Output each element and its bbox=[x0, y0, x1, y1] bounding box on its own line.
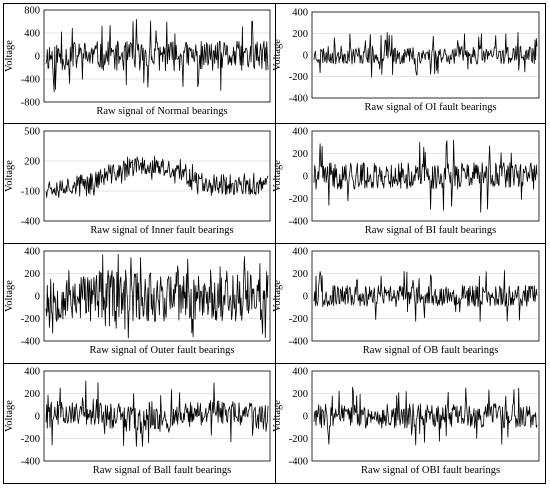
y-tick-label: -400 bbox=[289, 217, 308, 228]
y-tick-label: 400 bbox=[24, 367, 40, 378]
y-tick-label: 0 bbox=[303, 292, 308, 303]
y-tick-label: -200 bbox=[289, 72, 308, 83]
chart-panel-5: 400 200 0 -200 -400 Voltage Raw signal of Oute… bbox=[4, 247, 270, 357]
y-tick-label: -400 bbox=[21, 337, 40, 348]
y-tick-label: 0 bbox=[303, 412, 308, 423]
y-tick-label: 400 bbox=[292, 8, 308, 19]
signal-series-line bbox=[314, 32, 537, 77]
chart-panel-6: 400 200 0 -200 -400 Voltage Raw signal of OB f… bbox=[272, 247, 539, 357]
y-tick-label: -400 bbox=[21, 457, 40, 468]
signal-series-line bbox=[314, 271, 537, 322]
y-tick-label: 200 bbox=[24, 389, 40, 400]
y-axis-label: Voltage bbox=[4, 280, 15, 312]
y-tick-label: 0 bbox=[35, 292, 40, 303]
y-tick-label: 500 bbox=[24, 127, 40, 138]
y-tick-label: 200 bbox=[24, 269, 40, 280]
chart-panel-4: 400 200 0 -200 -400 Voltage Raw signal of BI f… bbox=[272, 127, 539, 237]
chart-title: Raw signal of OI fault bearings bbox=[364, 102, 496, 113]
y-axis-label: Voltage bbox=[4, 400, 15, 432]
y-axis-label: Voltage bbox=[272, 39, 283, 71]
chart-panel-8: 400 200 0 -200 -400 Voltage Raw signal of OBI … bbox=[272, 367, 539, 477]
y-tick-label: -200 bbox=[289, 434, 308, 445]
y-tick-label: -200 bbox=[289, 314, 308, 325]
signal-series-line bbox=[46, 19, 268, 91]
y-tick-label: -400 bbox=[21, 217, 40, 228]
y-axis-label: Voltage bbox=[4, 160, 15, 192]
y-tick-label: -400 bbox=[289, 94, 308, 105]
y-tick-label: -400 bbox=[289, 457, 308, 468]
y-tick-label: 200 bbox=[24, 157, 40, 168]
y-tick-label: 200 bbox=[292, 149, 308, 160]
y-tick-label: -200 bbox=[21, 314, 40, 325]
y-axis-label: Voltage bbox=[4, 40, 15, 72]
y-tick-label: -100 bbox=[21, 187, 40, 198]
chart-title: Raw signal of Normal bearings bbox=[96, 106, 227, 117]
chart-panel-3: 500 200 -100 -400 Voltage Raw signal of Inner… bbox=[4, 127, 270, 237]
plot-area bbox=[44, 131, 270, 221]
y-tick-label: 400 bbox=[292, 367, 308, 378]
y-tick-label: 0 bbox=[303, 172, 308, 183]
y-tick-label: 800 bbox=[24, 6, 40, 17]
y-tick-label: 0 bbox=[35, 52, 40, 63]
y-axis-label: Voltage bbox=[272, 280, 283, 312]
chart-panel-7: 400 200 0 -200 -400 Voltage Raw signal of Ball… bbox=[4, 367, 270, 477]
y-tick-label: 200 bbox=[292, 29, 308, 40]
signal-series-line bbox=[46, 381, 268, 446]
chart-title: Raw signal of BI fault bearings bbox=[365, 225, 497, 236]
y-axis-label: Voltage bbox=[272, 400, 283, 432]
y-tick-label: 200 bbox=[292, 389, 308, 400]
y-tick-label: 400 bbox=[292, 127, 308, 138]
chart-title: Raw signal of Inner fault bearings bbox=[90, 225, 233, 236]
chart-title: Raw signal of Outer fault bearings bbox=[90, 345, 235, 356]
y-tick-label: 0 bbox=[303, 51, 308, 62]
y-tick-label: -200 bbox=[21, 434, 40, 445]
chart-title: Raw signal of OBI fault bearings bbox=[361, 465, 500, 476]
y-tick-label: -800 bbox=[21, 98, 40, 109]
y-tick-label: 400 bbox=[292, 247, 308, 258]
chart-title: Raw signal of OB fault bearings bbox=[363, 345, 499, 356]
y-tick-label: 200 bbox=[292, 269, 308, 280]
y-tick-label: 400 bbox=[24, 247, 40, 258]
y-tick-label: 0 bbox=[35, 412, 40, 423]
y-tick-label: -400 bbox=[289, 337, 308, 348]
chart-title: Raw signal of Ball fault bearings bbox=[93, 465, 232, 476]
y-tick-label: -200 bbox=[289, 194, 308, 205]
y-tick-label: 400 bbox=[24, 29, 40, 40]
signal-series-line bbox=[46, 156, 268, 198]
chart-panel-2: 400 200 0 -200 -400 Voltage Raw signal of OI f… bbox=[272, 8, 539, 114]
chart-panel-1: 800 400 0 -400 -800 Voltage Raw signal of Norm… bbox=[4, 6, 270, 118]
y-axis-label: Voltage bbox=[272, 160, 283, 192]
y-tick-label: -400 bbox=[21, 75, 40, 86]
